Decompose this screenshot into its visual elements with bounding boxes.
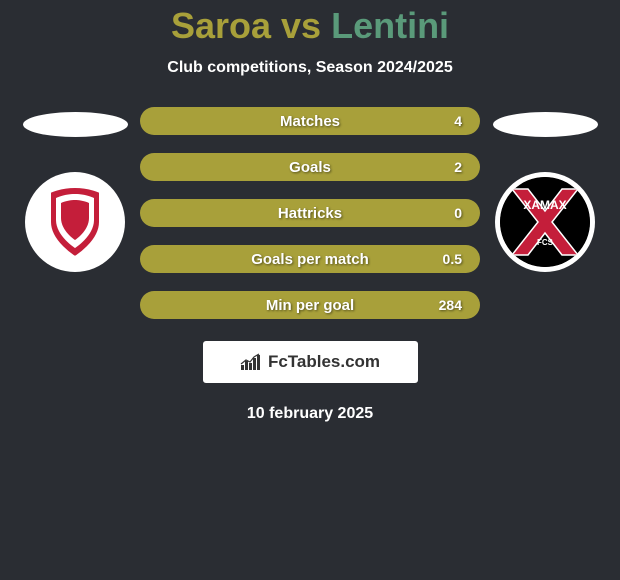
right-logo-circle: XAMAX FCS	[495, 172, 595, 272]
watermark: FcTables.com	[203, 341, 418, 383]
stat-label: Goals per match	[251, 251, 369, 268]
stat-right-value: 284	[432, 297, 462, 313]
stat-bar-matches: Matches 4	[140, 107, 480, 135]
vs-text: vs	[281, 5, 321, 46]
bar-chart-icon	[240, 353, 262, 371]
player2-name: Lentini	[331, 5, 449, 46]
stat-right-value: 2	[432, 159, 462, 175]
svg-text:XAMAX: XAMAX	[523, 198, 566, 212]
left-logo-circle	[25, 172, 125, 272]
player1-name: Saroa	[171, 5, 271, 46]
main-area: Matches 4 Goals 2 Hattricks 0 Goals per …	[0, 107, 620, 319]
stat-label: Min per goal	[266, 297, 354, 314]
xamax-logo: XAMAX FCS	[500, 177, 590, 267]
stat-label: Hattricks	[278, 205, 342, 222]
right-logo-column: XAMAX FCS	[485, 107, 605, 272]
stat-label: Matches	[280, 113, 340, 130]
vaduz-logo	[40, 182, 110, 262]
stat-bar-goals: Goals 2	[140, 153, 480, 181]
stat-label: Goals	[289, 159, 331, 176]
left-ellipse	[23, 112, 128, 137]
right-ellipse	[493, 112, 598, 137]
svg-text:FCS: FCS	[537, 238, 554, 247]
stat-bar-hattricks: Hattricks 0	[140, 199, 480, 227]
stat-bar-min-per-goal: Min per goal 284	[140, 291, 480, 319]
page-title: Saroa vs Lentini	[0, 5, 620, 47]
stat-right-value: 0.5	[432, 251, 462, 267]
date-text: 10 february 2025	[0, 405, 620, 423]
stat-right-value: 0	[432, 205, 462, 221]
stats-column: Matches 4 Goals 2 Hattricks 0 Goals per …	[135, 107, 485, 319]
stat-right-value: 4	[432, 113, 462, 129]
left-logo-column	[15, 107, 135, 272]
main-container: Saroa vs Lentini Club competitions, Seas…	[0, 0, 620, 423]
subtitle: Club competitions, Season 2024/2025	[0, 59, 620, 77]
watermark-text: FcTables.com	[268, 352, 380, 372]
stat-bar-goals-per-match: Goals per match 0.5	[140, 245, 480, 273]
